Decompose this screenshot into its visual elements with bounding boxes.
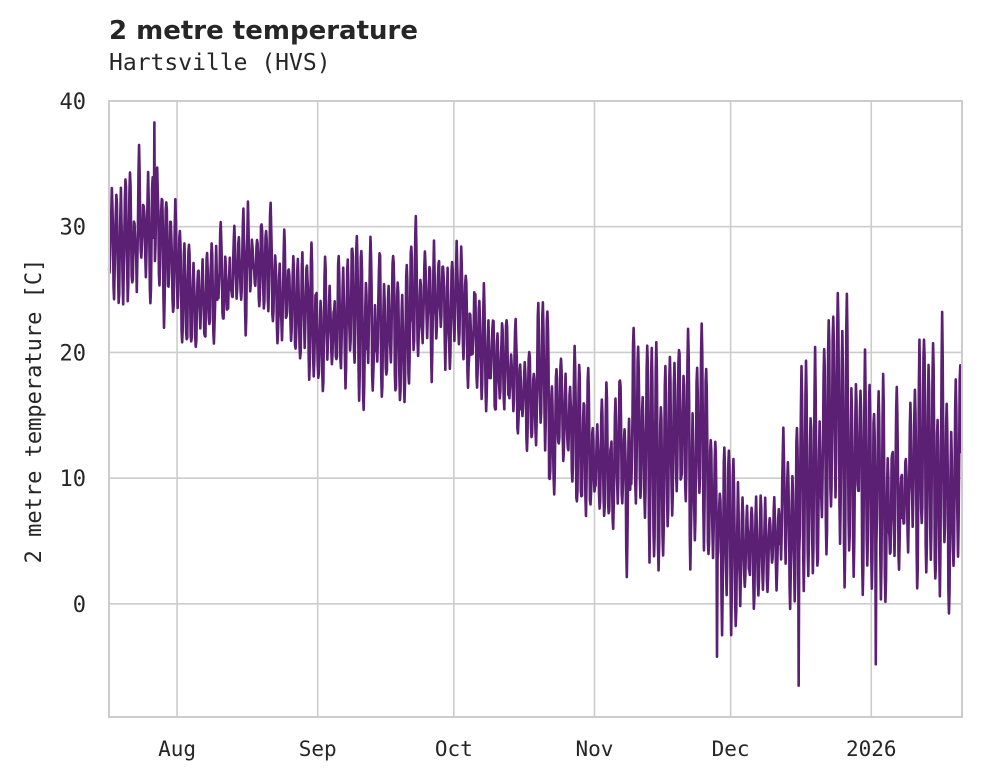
y-tick-label: 40: [60, 90, 87, 115]
y-tick-label: 10: [60, 467, 87, 492]
chart-subtitle: Hartsville (HVS): [109, 50, 331, 76]
temperature-series-line: [107, 121, 963, 687]
y-tick-label: 20: [60, 341, 87, 366]
y-axis-label: 2 metre temperature [C]: [22, 259, 47, 564]
y-tick-label: 30: [60, 216, 87, 241]
y-tick-label: 0: [73, 593, 86, 618]
x-tick-label: Dec: [712, 737, 750, 761]
chart-title: 2 metre temperature: [109, 16, 418, 46]
plot-frame: [108, 100, 963, 718]
tick-labels: 0 10 20 30 40 Aug Sep Oct Nov Dec 2026: [60, 90, 897, 761]
x-tick-label: Aug: [158, 737, 196, 761]
x-tick-label: Sep: [299, 737, 337, 761]
x-tick-label: Nov: [576, 737, 614, 761]
x-tick-label: Oct: [435, 737, 473, 761]
x-tick-label: 2026: [846, 737, 897, 761]
